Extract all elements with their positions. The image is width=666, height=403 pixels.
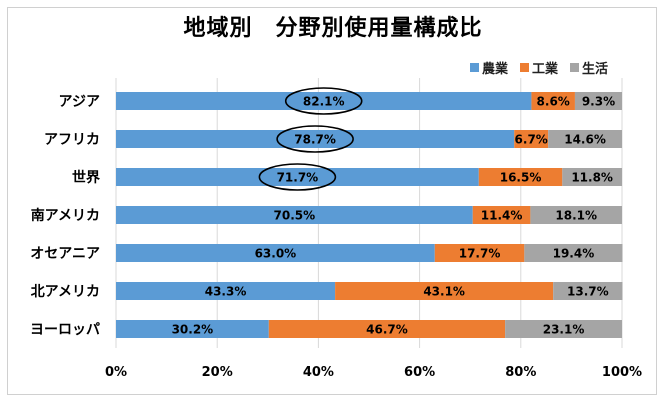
- data-label: 14.6%: [564, 133, 606, 147]
- legend-label-agriculture: 農業: [482, 62, 509, 77]
- x-tick-label: 100%: [602, 365, 642, 380]
- bar-segment: [116, 206, 473, 224]
- data-label: 6.7%: [515, 133, 548, 147]
- bar-segment: [116, 320, 269, 338]
- chart-legend: 農業 工業 生活: [470, 58, 608, 77]
- legend-item-domestic: 生活: [570, 58, 608, 77]
- legend-item-industry: 工業: [520, 58, 558, 77]
- x-tick-label: 0%: [105, 365, 127, 380]
- bar-segment: [116, 282, 336, 300]
- chart-title: 地域別 分野別使用量構成比: [183, 16, 483, 41]
- data-label: 13.7%: [567, 285, 609, 299]
- bar-segment: [478, 168, 563, 186]
- bar-segment: [574, 92, 622, 110]
- data-label: 82.1%: [303, 95, 345, 109]
- data-label: 71.7%: [277, 171, 319, 185]
- x-tick-label: 80%: [505, 365, 536, 380]
- data-label: 78.7%: [294, 133, 336, 147]
- bar-segment: [514, 130, 549, 148]
- data-label: 30.2%: [172, 323, 214, 337]
- data-label: 17.7%: [459, 247, 501, 261]
- highlight-ellipse: [276, 125, 354, 153]
- bar-segment: [116, 130, 515, 148]
- data-label: 9.3%: [582, 95, 615, 109]
- data-label: 43.1%: [423, 285, 465, 299]
- legend-swatch-domestic: [570, 63, 580, 72]
- data-label: 16.5%: [500, 171, 542, 185]
- data-label: 19.4%: [553, 247, 595, 261]
- x-tick-label: 20%: [202, 365, 233, 380]
- category-label: 世界: [72, 169, 101, 186]
- bar-segment: [530, 206, 622, 224]
- data-label: 8.6%: [537, 95, 570, 109]
- legend-item-agriculture: 農業: [470, 58, 508, 77]
- bar-segment: [268, 320, 506, 338]
- bar-segment: [505, 320, 622, 338]
- highlight-ellipse: [258, 163, 337, 191]
- bar-segment: [472, 206, 531, 224]
- bar-segment: [434, 244, 525, 262]
- x-tick-label: 60%: [404, 365, 435, 380]
- data-label: 23.1%: [543, 323, 585, 337]
- data-label: 43.3%: [205, 285, 247, 299]
- legend-swatch-industry: [520, 63, 530, 72]
- category-label: 北アメリカ: [31, 284, 100, 300]
- bar-segment: [116, 168, 479, 186]
- data-label: 63.0%: [255, 247, 297, 261]
- bar-segment: [116, 244, 435, 262]
- x-tick-label: 40%: [303, 365, 334, 380]
- legend-label-industry: 工業: [532, 62, 559, 77]
- category-label: アフリカ: [44, 132, 100, 148]
- bar-segment: [562, 168, 622, 186]
- legend-label-domestic: 生活: [582, 62, 609, 77]
- bar-segment: [548, 130, 622, 148]
- category-label: ヨーロッパ: [30, 322, 100, 338]
- bar-segment: [553, 282, 623, 300]
- legend-swatch-agriculture: [470, 63, 479, 72]
- bar-segment: [524, 244, 623, 262]
- data-label: 11.4%: [481, 209, 523, 223]
- bar-segment: [335, 282, 554, 300]
- bar-segment: [116, 92, 532, 110]
- category-label: 南アメリカ: [31, 207, 100, 224]
- data-label: 70.5%: [274, 209, 316, 223]
- data-label: 46.7%: [366, 323, 408, 337]
- bar-segment: [531, 92, 575, 110]
- category-label: オセアニア: [30, 246, 100, 262]
- highlight-ellipse: [284, 87, 363, 115]
- data-label: 18.1%: [555, 209, 597, 223]
- category-label: アジア: [59, 94, 100, 110]
- data-label: 11.8%: [571, 171, 613, 185]
